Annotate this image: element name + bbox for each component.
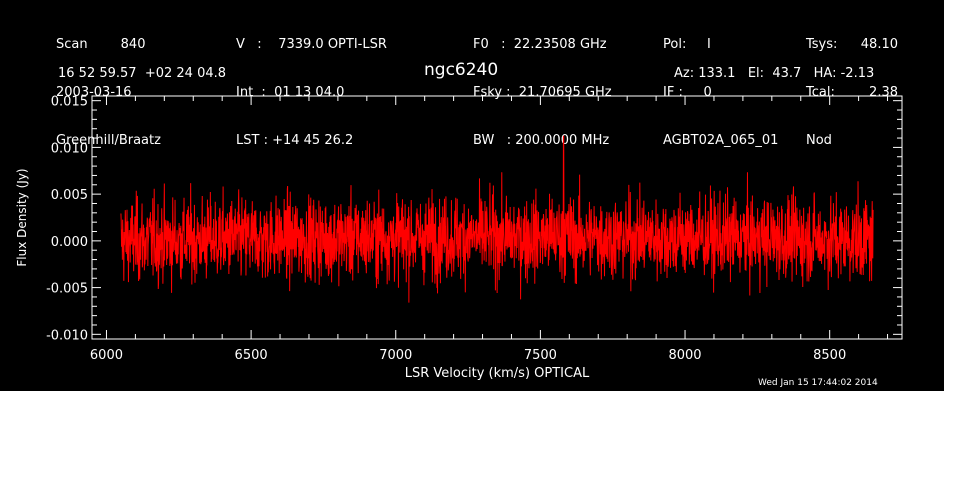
y-tick-label: 0.000: [51, 235, 88, 250]
header-line: Pol: I: [663, 37, 711, 52]
az-el-ha: Az: 133.1 El: 43.7 HA: -2.13: [674, 66, 875, 81]
header-line: AGBT02A_065_01: [663, 133, 779, 148]
y-tick-label: -0.005: [46, 282, 88, 297]
header-velocity-block: V : 7339.0 OPTI-LSR Int : 01 13 04.0 LST…: [236, 5, 387, 181]
spectrum-series-line: [120, 135, 874, 303]
x-tick-label: 6000: [90, 348, 123, 363]
header-polarization-block: Pol: I IF : 0 AGBT02A_065_01: [663, 5, 778, 181]
y-tick-label: 0.015: [51, 95, 88, 110]
header-line: 48.10: [860, 37, 898, 52]
x-tick-label: 7000: [379, 348, 412, 363]
axis-ticks: 6000 6500 7000 7500 8000 8500 -0.010 -0.005 0.00…: [46, 95, 902, 363]
header-line: F0 : 22.23508 GHz: [473, 37, 607, 52]
y-tick-label: 0.005: [51, 188, 88, 203]
header-line: Greenhill/Braatz: [56, 133, 161, 148]
header-line: BW : 200.0000 MHz: [473, 133, 610, 148]
x-axis-label: LSR Velocity (km/s) OPTICAL: [405, 366, 590, 381]
x-tick-label: 8000: [668, 348, 701, 363]
y-axis-label: Flux Density (Jy): [15, 168, 29, 266]
x-tick-label: 6500: [235, 348, 268, 363]
header-line: Nod: [806, 133, 832, 148]
x-tick-label: 8500: [813, 348, 846, 363]
source-coordinates: 16 52 59.57 +02 24 04.8: [58, 66, 227, 81]
header-line: LST : +14 45 26.2: [236, 133, 354, 148]
plot-timestamp: Wed Jan 15 17:44:02 2014: [758, 378, 878, 388]
chart-title: ngc6240: [424, 60, 499, 80]
header-scan-block: Scan 840 2003-03-16 Greenhill/Braatz: [56, 5, 161, 181]
plot-frame: [91, 95, 903, 340]
header-line: IF : 0: [663, 85, 712, 100]
y-tick-label: -0.010: [46, 328, 88, 343]
trace-layer: [120, 135, 874, 303]
spectrum-chart: 6000 6500 7000 7500 8000 8500 -0.010 -0.005 0.00…: [15, 95, 903, 381]
x-tick-label: 7500: [524, 348, 557, 363]
y-tick-label: 0.010: [51, 141, 88, 156]
spectrum-panel: Scan 840 2003-03-16 Greenhill/Braatz V :…: [0, 0, 944, 391]
header-line: Tsys:: [806, 37, 838, 52]
header-line: Scan 840: [56, 37, 146, 52]
header-line: V : 7339.0 OPTI-LSR: [236, 37, 387, 52]
